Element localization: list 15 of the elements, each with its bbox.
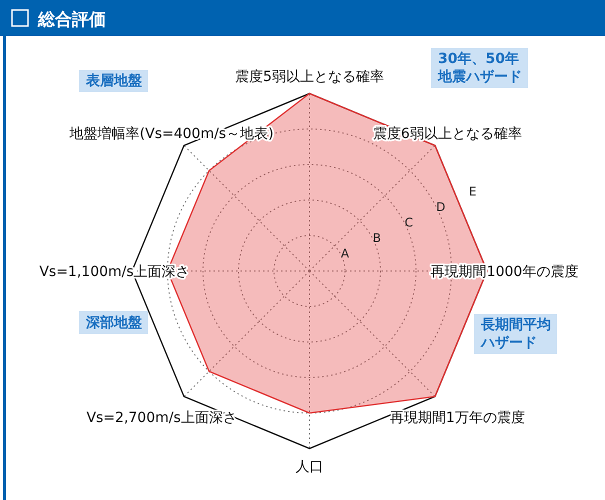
text: 30年、50年地震ハザード — [437, 51, 522, 85]
spoke-label: 再現期間1万年の震度 — [390, 410, 525, 426]
spoke-label: Vs=2,700m/s上面深さ — [86, 410, 237, 426]
text: 長期間平均ハザード — [480, 317, 551, 351]
y-tick-label: D — [436, 200, 446, 214]
y-tick-label: E — [468, 184, 476, 198]
y-tick-label: A — [340, 246, 350, 261]
text: 深部地盤 — [85, 314, 142, 331]
spoke-label: 震度5弱以上となる確率 — [235, 69, 384, 85]
y-tick-label: C — [404, 216, 414, 230]
chart-title: 総合評価 — [37, 10, 106, 30]
y-tick-label: B — [372, 231, 382, 246]
spoke-label: 再現期間1000年の震度 — [430, 264, 578, 280]
text: 表層地盤 — [85, 73, 142, 89]
spoke-label: 人口 — [296, 459, 324, 475]
